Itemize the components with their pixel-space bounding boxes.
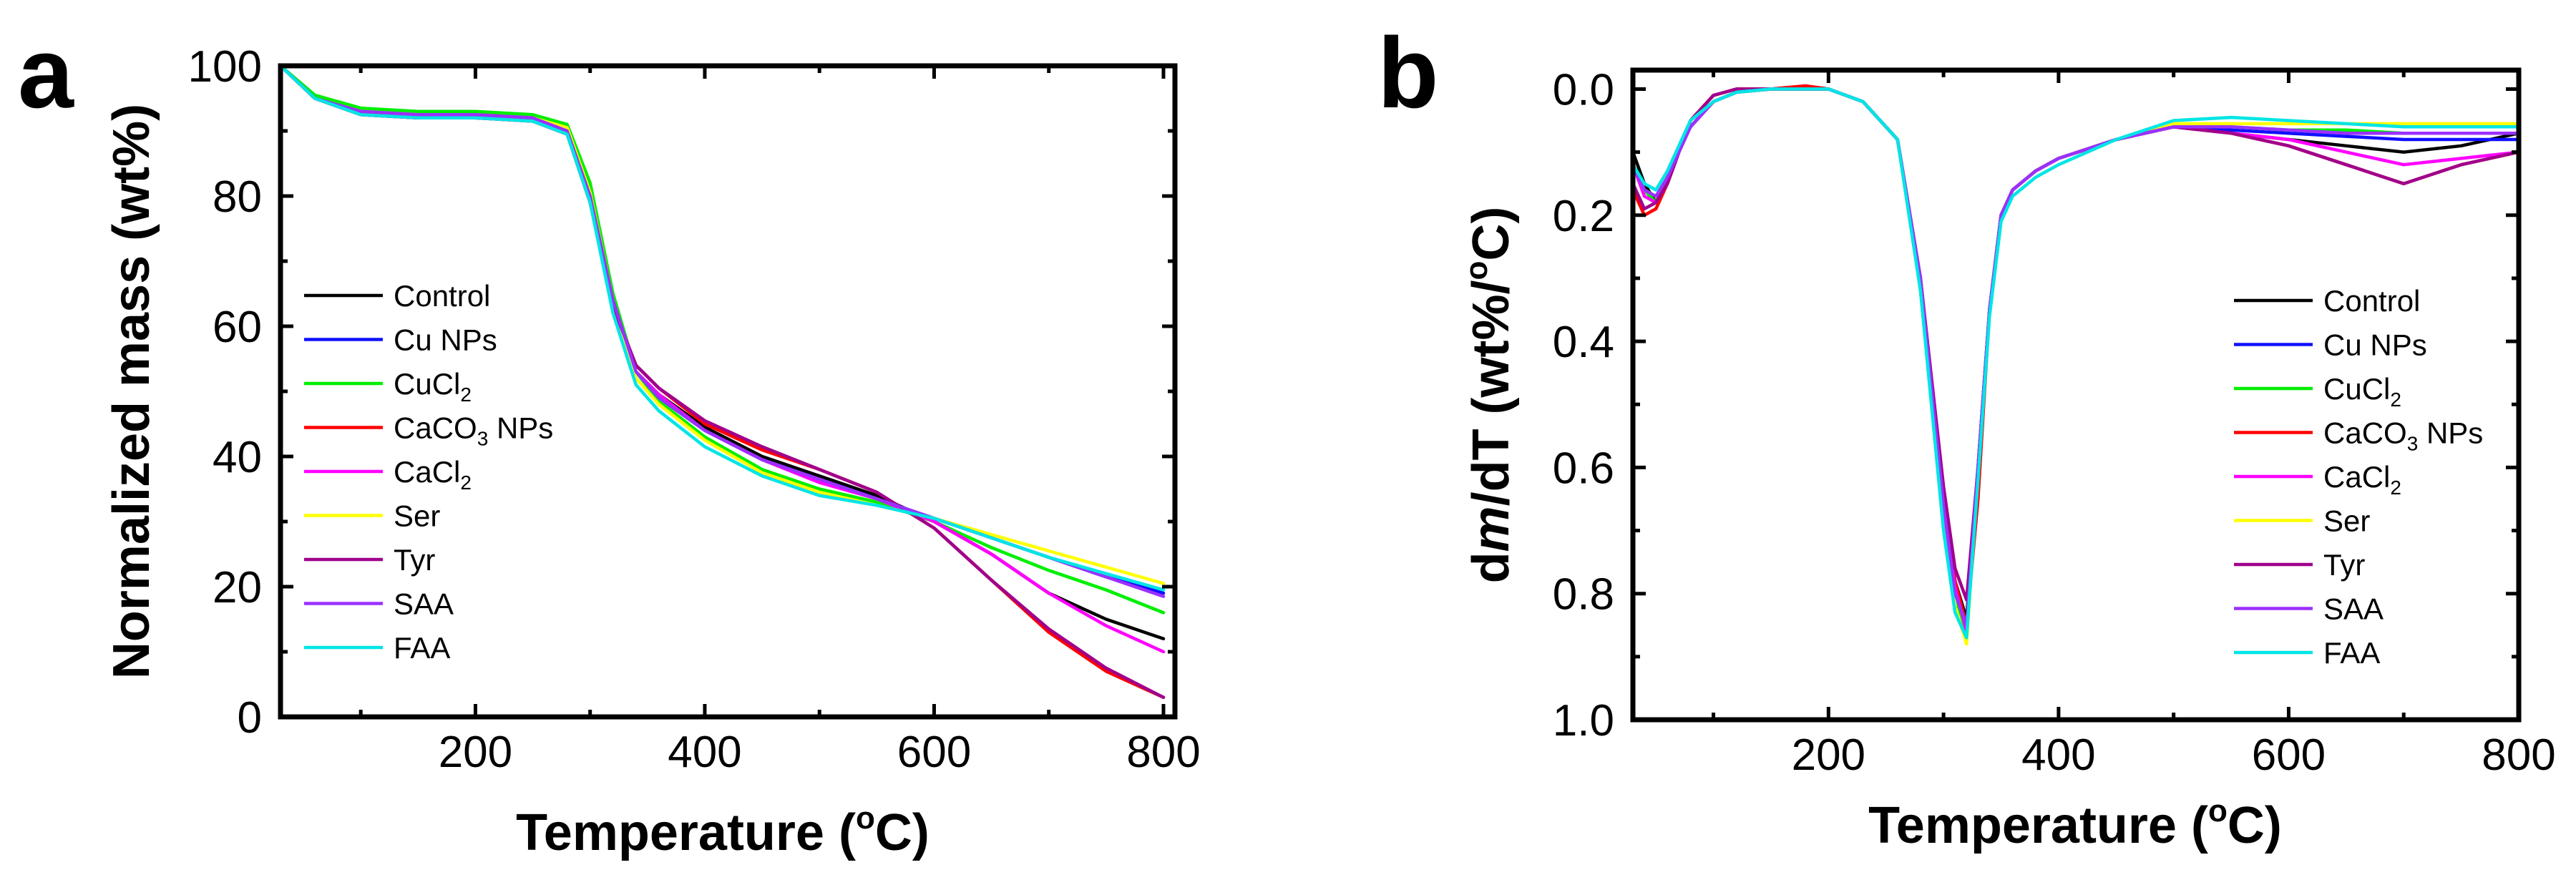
chart-a-xtick-label: 200 xyxy=(439,728,512,777)
chart-b-ytick-label: 0.8 xyxy=(1553,570,1614,620)
chart-b-ytick-label: 0.6 xyxy=(1553,444,1614,493)
chart-b-legend-label-ser: Ser xyxy=(2323,504,2370,538)
chart-b-frame xyxy=(1630,67,2522,723)
chart-b-series xyxy=(1631,84,2521,646)
chart-b-legend: Control Cu NPs CuCl2 CaCO3 NPs CaCl2 Ser Tyr SA… xyxy=(2234,284,2483,670)
chart-b-series-cucl2 xyxy=(1631,87,2521,640)
chart-a-ytick-label: 100 xyxy=(188,42,262,92)
chart-b-xtick-label: 800 xyxy=(2482,730,2555,780)
chart-a-legend-label-saa: SAA xyxy=(394,587,454,621)
chart-b-legend-label-cucl2: CuCl2 xyxy=(2323,372,2401,411)
chart-b-ytick-label: 0.0 xyxy=(1553,65,1614,114)
chart-a-xlabel: Temperature (oC) xyxy=(516,801,930,861)
chart-b-series-ser xyxy=(1631,87,2521,646)
chart-a-ytick-label: 60 xyxy=(213,303,262,352)
chart-a-legend-label-caco3-nps: CaCO3 NPs xyxy=(394,411,553,450)
chart-a-legend: Control Cu NPs CuCl2 CaCO3 NPs CaCl2 Ser Tyr SA… xyxy=(304,279,553,665)
chart-a-ytick-label: 80 xyxy=(213,172,262,222)
chart-b-dmdt: 200 400 600 800 0.0 0.2 0.4 0.6 0.8 1.0 Control Cu… xyxy=(1459,65,2556,854)
chart-a-xtick-label: 600 xyxy=(897,728,971,777)
chart-b-xtick-label: 200 xyxy=(1792,730,1865,780)
chart-a-ytick-label: 0 xyxy=(238,693,262,743)
chart-a-legend-label-control: Control xyxy=(394,279,490,313)
chart-a-ytick-label: 20 xyxy=(213,563,262,612)
chart-a-legend-label-tyr: Tyr xyxy=(394,543,435,577)
chart-b-legend-label-cacl2: CaCl2 xyxy=(2323,460,2401,499)
chart-b-xtick-label: 600 xyxy=(2252,730,2326,780)
chart-a-legend-label-cacl2: CaCl2 xyxy=(394,455,472,494)
chart-a-series-faa xyxy=(278,64,1166,592)
chart-a-ytick-label: 40 xyxy=(213,433,262,482)
chart-b-xtick-label: 400 xyxy=(2021,730,2095,780)
chart-b-ylabel: dm/dT (wt%/oC) xyxy=(1459,207,1520,584)
chart-a-series xyxy=(278,64,1166,699)
chart-a-legend-label-cucl2: CuCl2 xyxy=(394,367,472,406)
chart-a-legend-label-ser: Ser xyxy=(394,499,440,533)
chart-b-ytick-label: 1.0 xyxy=(1553,696,1614,745)
chart-a-ylabel: Normalized mass (wt%) xyxy=(103,104,160,679)
chart-a-normalized-mass: 200 400 600 800 0 20 40 60 80 100 Control Cu NPs Cu… xyxy=(103,42,1201,861)
chart-b-series-saa xyxy=(1631,87,2521,627)
chart-b-ytick-label: 0.4 xyxy=(1553,318,1614,367)
chart-b-legend-label-tyr: Tyr xyxy=(2323,548,2365,582)
chart-a-xtick-label: 800 xyxy=(1126,728,1200,777)
chart-b-series-faa xyxy=(1631,87,2521,640)
chart-a-legend-label-faa: FAA xyxy=(394,631,450,665)
chart-a-xtick-label: 400 xyxy=(668,728,741,777)
chart-b-xlabel: Temperature (oC) xyxy=(1868,793,2282,854)
chart-b-legend-label-cu-nps: Cu NPs xyxy=(2323,328,2427,362)
chart-b-legend-label-control: Control xyxy=(2323,284,2420,318)
chart-a-legend-label-cu-nps: Cu NPs xyxy=(394,323,497,357)
chart-b-legend-label-caco3-nps: CaCO3 NPs xyxy=(2323,416,2483,455)
panel-label-a: a xyxy=(18,16,74,129)
chart-b-legend-label-faa: FAA xyxy=(2323,636,2380,670)
panel-label-b: b xyxy=(1377,16,1439,129)
chart-b-legend-label-saa: SAA xyxy=(2323,592,2384,626)
chart-b-ytick-label: 0.2 xyxy=(1553,192,1614,241)
